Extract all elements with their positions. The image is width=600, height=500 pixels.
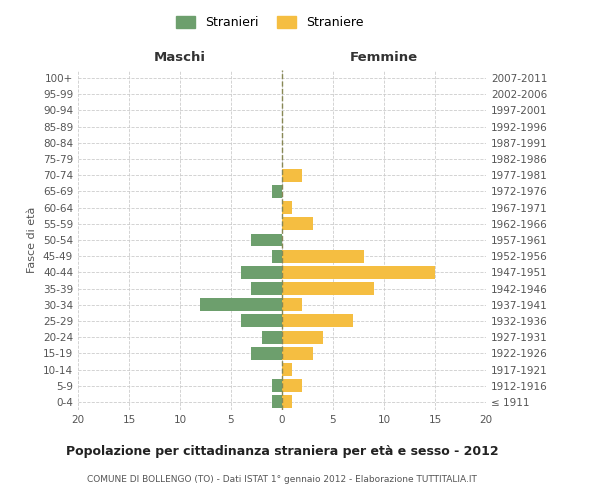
Bar (272, 250, 282, 262)
Bar (282, 266, 435, 279)
Bar (282, 347, 313, 360)
Bar (282, 282, 374, 295)
Text: Femmine: Femmine (350, 50, 418, 64)
Bar (282, 218, 313, 230)
Bar (251, 234, 282, 246)
Bar (282, 396, 292, 408)
Bar (272, 185, 282, 198)
Y-axis label: Fasce di età: Fasce di età (28, 207, 37, 273)
Text: Popolazione per cittadinanza straniera per età e sesso - 2012: Popolazione per cittadinanza straniera p… (65, 445, 499, 458)
Bar (200, 298, 282, 311)
Bar (282, 363, 292, 376)
Text: Maschi: Maschi (154, 50, 206, 64)
Bar (282, 169, 302, 181)
Bar (251, 282, 282, 295)
Bar (282, 298, 302, 311)
Bar (282, 201, 292, 214)
Bar (241, 314, 282, 328)
Bar (282, 314, 353, 328)
Bar (282, 379, 302, 392)
Bar (262, 330, 282, 344)
Bar (272, 396, 282, 408)
Bar (282, 330, 323, 344)
Bar (272, 379, 282, 392)
Bar (241, 266, 282, 279)
Legend: Stranieri, Straniere: Stranieri, Straniere (172, 11, 368, 34)
Text: COMUNE DI BOLLENGO (TO) - Dati ISTAT 1° gennaio 2012 - Elaborazione TUTTITALIA.I: COMUNE DI BOLLENGO (TO) - Dati ISTAT 1° … (87, 475, 477, 484)
Bar (282, 250, 364, 262)
Bar (251, 347, 282, 360)
